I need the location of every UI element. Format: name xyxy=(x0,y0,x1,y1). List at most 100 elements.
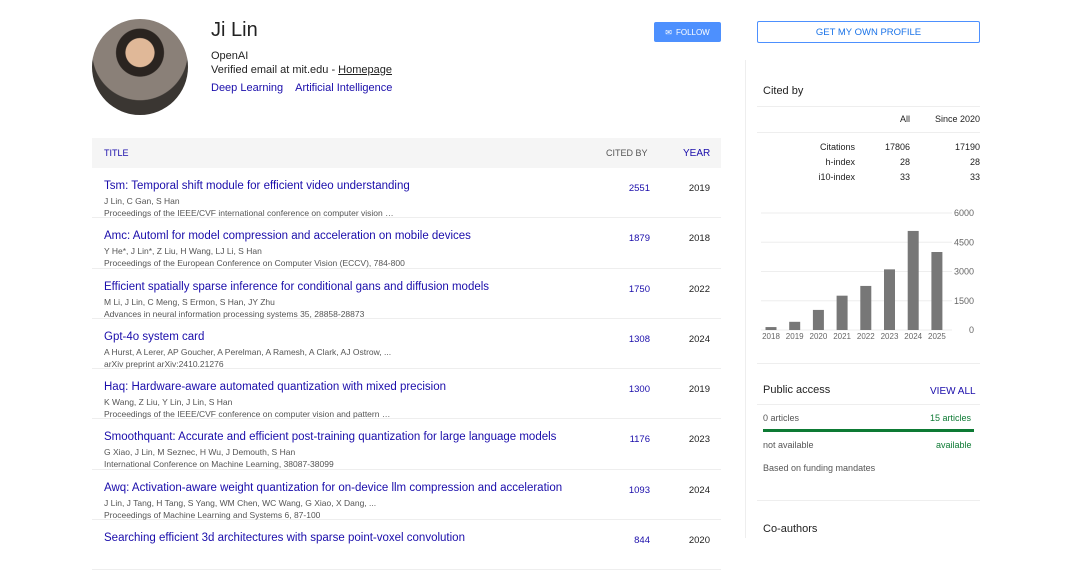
paper-title-link[interactable]: Smoothquant: Accurate and efficient post… xyxy=(104,431,557,444)
paper-title-link[interactable]: Efficient spatially sparse inference for… xyxy=(104,280,490,293)
public-access-bar xyxy=(763,429,974,432)
paper-venue: Proceedings of the IEEE/CVF conference o… xyxy=(104,409,391,420)
y-tick-label: 1500 xyxy=(954,296,974,306)
publication-list: Tsm: Temporal shift module for efficient… xyxy=(92,168,721,570)
cited-by-link[interactable]: 1879 xyxy=(628,233,650,245)
email: Verified email at mit.edu - Homepage xyxy=(211,64,392,76)
citation-row: h-index 28 28 xyxy=(757,154,980,169)
col-all: All xyxy=(899,114,910,124)
interests: Deep Learning Artificial Intelligence xyxy=(211,82,404,94)
year-header[interactable]: YEAR xyxy=(683,148,711,159)
paper-title-link[interactable]: Gpt-4o system card xyxy=(104,330,205,343)
table-row: Efficient spatially sparse inference for… xyxy=(92,269,721,319)
paper-venue: International Conference on Machine Lear… xyxy=(104,459,334,470)
cited-by-title: Cited by xyxy=(763,85,804,97)
paper-venue: arXiv preprint arXiv:2410.21276 xyxy=(104,358,224,369)
paper-venue: Advances in neural information processin… xyxy=(104,308,365,319)
paper-year: 2018 xyxy=(688,233,710,245)
x-tick-label: 2019 xyxy=(786,332,804,341)
not-available-label: not available xyxy=(763,440,814,450)
divider xyxy=(745,60,746,538)
available-count[interactable]: 15 articles xyxy=(930,413,972,423)
bar-2021[interactable] xyxy=(836,295,848,330)
metric-label: h-index xyxy=(825,156,855,167)
available-label: available xyxy=(936,440,972,450)
paper-title-link[interactable]: Searching efficient 3d architectures wit… xyxy=(104,532,465,545)
cited-by-link[interactable]: 1176 xyxy=(629,434,650,446)
paper-venue: Proceedings of Machine Learning and Syst… xyxy=(104,509,321,520)
table-row: Smoothquant: Accurate and efficient post… xyxy=(92,419,721,470)
paper-venue: Proceedings of the European Conference o… xyxy=(104,258,405,269)
bar-2019[interactable] xyxy=(789,321,801,330)
citation-row: Citations 17806 17190 xyxy=(757,139,980,154)
x-tick-label: 2025 xyxy=(928,332,946,341)
paper-authors: G Xiao, J Lin, M Seznec, H Wu, J Demouth… xyxy=(104,447,296,458)
bar-2024[interactable] xyxy=(907,230,919,330)
avatar xyxy=(92,19,188,115)
get-my-own-profile-button[interactable]: GET MY OWN PROFILE xyxy=(757,21,980,43)
table-row: Gpt-4o system card A Hurst, A Lerer, AP G… xyxy=(92,319,721,370)
x-tick-label: 2022 xyxy=(857,332,875,341)
paper-year: 2023 xyxy=(688,434,710,446)
paper-authors: J Lin, J Tang, H Tang, S Yang, WM Chen, … xyxy=(104,497,377,508)
profile-name: Ji Lin xyxy=(211,19,258,41)
metric-label: Citations xyxy=(819,141,855,152)
paper-authors: A Hurst, A Lerer, AP Goucher, A Perelman… xyxy=(104,346,392,357)
not-available-count: 0 articles xyxy=(763,413,800,423)
follow-button[interactable]: ✉ FOLLOW xyxy=(654,22,721,42)
cited-by-link[interactable]: 1300 xyxy=(628,384,650,396)
paper-year: 2024 xyxy=(688,333,710,345)
metric-since: 33 xyxy=(969,171,980,182)
homepage-link[interactable]: Homepage xyxy=(338,64,392,76)
x-tick-label: 2018 xyxy=(762,332,780,341)
citations-chart: 0 1500 3000 4500 6000 2018 2019 2020 2021 2022 202… xyxy=(761,208,974,341)
metric-since: 28 xyxy=(969,156,980,167)
citation-table: All Since 2020 Citations 17806 17190 h-index… xyxy=(757,106,980,184)
cited-by-link[interactable]: 1308 xyxy=(628,333,650,345)
affiliation: OpenAI xyxy=(211,50,249,62)
x-tick-label: 2021 xyxy=(833,332,851,341)
paper-year: 2019 xyxy=(688,183,710,194)
cited-by-header[interactable]: CITED BY xyxy=(606,148,648,158)
paper-year: 2024 xyxy=(688,484,710,496)
bar-2022[interactable] xyxy=(860,285,872,330)
paper-title-link[interactable]: Awq: Activation-aware weight quantizatio… xyxy=(104,481,563,494)
cited-by-link[interactable]: 2551 xyxy=(628,183,650,194)
paper-title-link[interactable]: Tsm: Temporal shift module for efficient… xyxy=(104,180,410,192)
title-header[interactable]: TITLE xyxy=(104,148,129,158)
public-access-title: Public access xyxy=(763,384,831,396)
citation-row: i10-index 33 33 xyxy=(757,169,980,184)
interest-link[interactable]: Deep Learning xyxy=(211,82,284,94)
paper-year: 2020 xyxy=(688,535,710,547)
paper-title-link[interactable]: Haq: Hardware-aware automated quantizati… xyxy=(104,381,446,394)
cited-by-link[interactable]: 1750 xyxy=(628,283,650,295)
y-tick-label: 4500 xyxy=(954,237,974,247)
metric-label: i10-index xyxy=(818,171,855,182)
col-since: Since 2020 xyxy=(934,114,980,124)
coauthors-title: Co-authors xyxy=(763,523,818,535)
x-tick-label: 2023 xyxy=(881,332,899,341)
paper-venue: Proceedings of the IEEE/CVF internationa… xyxy=(104,208,394,218)
bar-2025[interactable] xyxy=(931,252,943,330)
bar-2020[interactable] xyxy=(812,309,824,330)
metric-since: 17190 xyxy=(954,141,980,152)
cited-by-link[interactable]: 844 xyxy=(634,535,650,547)
interest-link[interactable]: Artificial Intelligence xyxy=(295,82,393,94)
x-tick-label: 2020 xyxy=(810,332,828,341)
table-row: Searching efficient 3d architectures wit… xyxy=(92,520,721,570)
bar-2023[interactable] xyxy=(884,269,895,330)
x-tick-label: 2024 xyxy=(904,332,922,341)
view-all-link[interactable]: VIEW ALL xyxy=(930,386,976,397)
y-tick-label: 3000 xyxy=(954,267,974,277)
paper-title-link[interactable]: Amc: Automl for model compression and ac… xyxy=(104,230,471,243)
paper-authors: J Lin, C Gan, S Han xyxy=(104,196,180,206)
table-row: Amc: Automl for model compression and ac… xyxy=(92,218,721,269)
paper-authors: M Li, J Lin, C Meng, S Ermon, S Han, JY … xyxy=(104,296,275,307)
y-tick-label: 6000 xyxy=(954,208,974,218)
metric-all: 28 xyxy=(899,156,910,167)
bar-2018[interactable] xyxy=(765,327,777,330)
table-row: Haq: Hardware-aware automated quantizati… xyxy=(92,369,721,420)
paper-year: 2022 xyxy=(688,283,710,295)
table-row: Awq: Activation-aware weight quantizatio… xyxy=(92,470,721,521)
cited-by-link[interactable]: 1093 xyxy=(628,484,650,496)
